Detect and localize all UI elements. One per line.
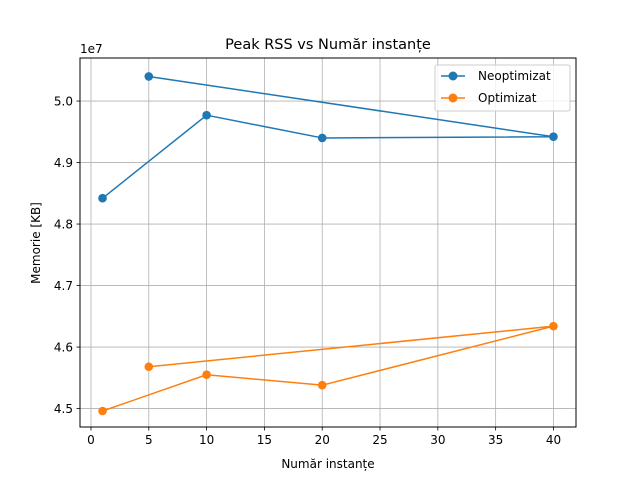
data-point-optimizat [144, 362, 154, 372]
data-point-optimizat [98, 406, 107, 416]
y-tick-label: 4.5 [54, 402, 73, 416]
y-axis-offset-label: 1e7 [80, 42, 103, 56]
legend-box [434, 64, 571, 112]
y-tick-label: 4.9 [54, 156, 73, 170]
x-tick-label: 30 [430, 433, 445, 447]
y-tick-label: 4.7 [54, 279, 73, 293]
data-point-optimizat [202, 370, 211, 380]
x-tick-label: 20 [315, 433, 330, 447]
grid [80, 58, 576, 427]
data-point-neoptimizat [98, 193, 107, 203]
x-tick-label: 5 [145, 433, 153, 447]
legend: Neoptimizat Optimizat [434, 64, 571, 112]
legend-label-neoptimizat: Neoptimizat [478, 69, 551, 83]
x-tick-label: 35 [488, 433, 503, 447]
y-tick-label: 4.6 [54, 340, 73, 354]
data-point-optimizat [549, 321, 558, 331]
x-axis-label: Număr instanțe [281, 457, 374, 471]
x-tick-label: 0 [87, 433, 95, 447]
data-point-neoptimizat [144, 72, 154, 81]
x-tick-label: 15 [257, 433, 272, 447]
series-layer [98, 72, 558, 416]
legend-marker-neoptimizat [448, 71, 458, 81]
y-tick-label: 5.0 [54, 94, 73, 108]
data-point-optimizat [317, 380, 327, 390]
y-axis-label: Memorie [KB] [29, 202, 43, 284]
ticks: 0 5 10 15 20 25 30 35 40 4.5 4.6 4.7 4.8 4.9 5.0 [54, 94, 561, 447]
x-tick-label: 40 [546, 433, 561, 447]
data-point-neoptimizat [549, 132, 558, 142]
x-tick-label: 10 [199, 433, 214, 447]
chart-title: Peak RSS vs Număr instanțe [225, 37, 431, 53]
data-point-neoptimizat [317, 133, 327, 143]
x-tick-label: 25 [372, 433, 387, 447]
plot-frame [79, 57, 577, 428]
data-point-neoptimizat [202, 110, 211, 120]
legend-marker-optimizat [448, 93, 458, 103]
y-tick-label: 4.8 [54, 217, 73, 231]
legend-label-optimizat: Optimizat [478, 91, 537, 105]
